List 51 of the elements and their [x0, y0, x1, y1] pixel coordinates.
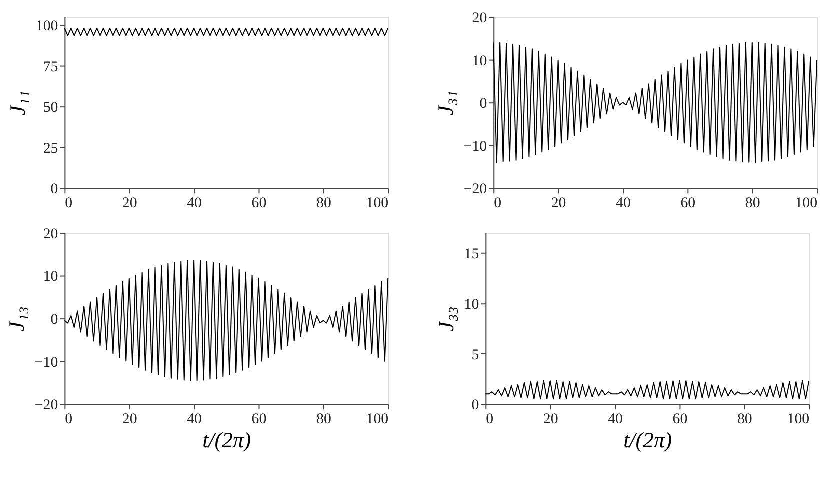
x-tick-label: 0 [494, 196, 502, 212]
y-tick-label: 0 [50, 182, 58, 198]
x-axis-title: t/(2π) [624, 427, 672, 452]
x-tick-label: 100 [787, 412, 810, 428]
y-tick-label: 10 [43, 269, 58, 286]
x-tick-label: 20 [122, 412, 138, 428]
y-axis-title: J₁₃ [4, 306, 29, 332]
x-tick-label: 0 [65, 196, 73, 212]
y-tick-label: 25 [43, 140, 58, 157]
x-tick-label: 100 [366, 412, 389, 428]
y-tick-label: 0 [480, 96, 488, 112]
y-tick-label: −10 [464, 138, 488, 155]
x-tick-label: 60 [252, 196, 267, 212]
y-axis-title: J₁₁ [4, 90, 30, 116]
x-tick-label: 40 [187, 196, 202, 212]
x-tick-label: 60 [252, 412, 267, 428]
y-tick-label: 10 [464, 296, 480, 313]
y-tick-label: 50 [43, 100, 58, 116]
y-tick-label: 20 [43, 226, 58, 242]
x-tick-label: 100 [366, 196, 389, 212]
x-tick-label: 80 [745, 196, 760, 212]
y-tick-label: 0 [50, 312, 58, 328]
y-tick-label: 10 [472, 53, 488, 70]
x-tick-label: 80 [737, 412, 752, 428]
x-axis-title: t/(2π) [202, 427, 252, 452]
x-tick-label: 100 [795, 196, 818, 212]
x-tick-label: 80 [316, 412, 332, 428]
x-tick-label: 20 [551, 196, 566, 212]
x-tick-label: 20 [122, 196, 138, 212]
y-tick-label: 20 [472, 10, 488, 26]
y-tick-label: 75 [43, 59, 58, 76]
y-axis-title: J₃₁ [432, 90, 458, 116]
y-axis-title: J₃₃ [433, 306, 458, 332]
x-tick-label: 0 [65, 412, 73, 428]
x-tick-label: 80 [316, 196, 332, 212]
x-tick-label: 20 [543, 412, 558, 428]
y-tick-label: −20 [34, 398, 58, 414]
x-tick-label: 60 [672, 412, 688, 428]
line-series [64, 260, 389, 382]
y-tick-label: −20 [464, 182, 488, 198]
line-series [493, 42, 818, 164]
x-tick-label: 40 [187, 412, 202, 428]
x-tick-label: 40 [608, 412, 623, 428]
x-tick-label: 60 [680, 196, 696, 212]
line-series [485, 380, 810, 400]
y-tick-label: 0 [472, 398, 480, 414]
y-tick-label: 100 [36, 18, 58, 35]
y-tick-label: 5 [472, 347, 480, 364]
x-tick-label: 40 [616, 196, 631, 212]
y-tick-label: 15 [464, 246, 480, 263]
y-tick-label: −10 [34, 354, 58, 371]
